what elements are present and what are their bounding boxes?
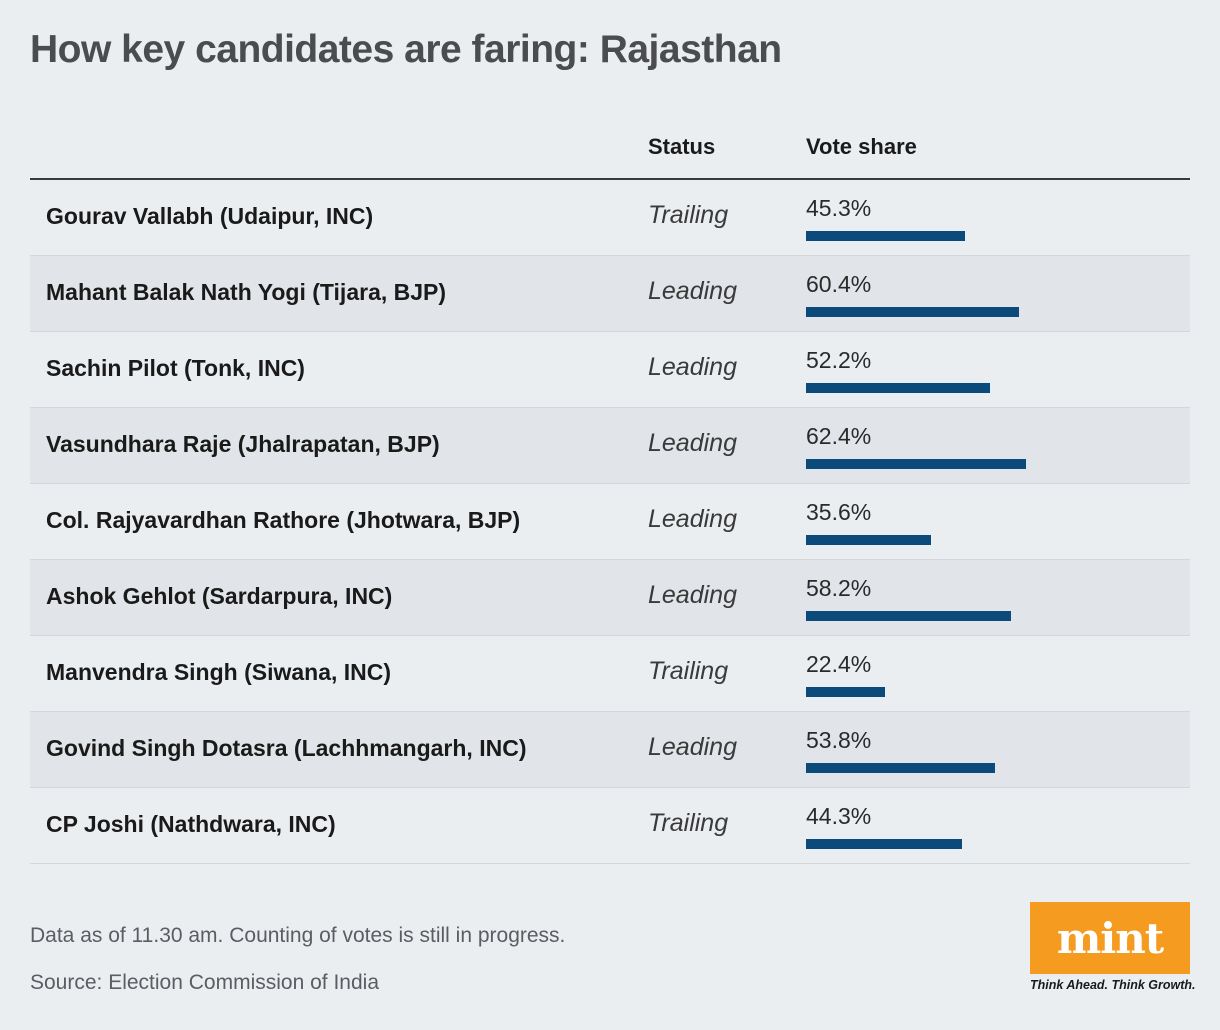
candidate-status: Trailing — [648, 201, 729, 229]
vote-share-bar — [806, 383, 990, 393]
candidate-name: Gourav Vallabh (Udaipur, INC) — [46, 203, 374, 229]
candidate-status: Trailing — [648, 657, 729, 685]
table-row: Col. Rajyavardhan Rathore (Jhotwara, BJP… — [30, 484, 1190, 560]
candidate-name: Col. Rajyavardhan Rathore (Jhotwara, BJP… — [46, 507, 521, 533]
vote-share-label: 44.3% — [806, 803, 872, 829]
source-note: Source: Election Commission of India — [30, 971, 379, 994]
vote-share-bar — [806, 231, 966, 241]
candidate-name: Govind Singh Dotasra (Lachhmangarh, INC) — [46, 735, 527, 761]
mint-logo: mint — [1030, 902, 1190, 974]
table-row: Manvendra Singh (Siwana, INC) Trailing 22.… — [30, 636, 1190, 712]
candidate-name: Mahant Balak Nath Yogi (Tijara, BJP) — [46, 279, 447, 305]
candidate-name: CP Joshi (Nathdwara, INC) — [46, 811, 336, 837]
candidate-status: Leading — [648, 353, 737, 381]
vote-share-label: 58.2% — [806, 575, 872, 601]
vote-share-bar — [806, 763, 996, 773]
table-header: Status Vote share — [30, 116, 1190, 180]
vote-share-bar — [806, 839, 962, 849]
vote-share-column-header: Vote share — [806, 134, 917, 159]
vote-share-bar — [806, 307, 1019, 317]
candidate-status: Leading — [648, 429, 737, 457]
vote-share-bar — [806, 459, 1026, 469]
logo-text: mint — [1056, 913, 1164, 963]
vote-share-label: 35.6% — [806, 499, 872, 525]
table-row: Mahant Balak Nath Yogi (Tijara, BJP) Lead… — [30, 256, 1190, 332]
logo-tagline: Think Ahead. Think Growth. — [1030, 978, 1196, 992]
candidate-status: Leading — [648, 733, 737, 761]
candidates-table: Status Vote share Gourav Vallabh (Udaipu… — [30, 116, 1190, 864]
candidate-status: Trailing — [648, 809, 729, 837]
candidate-status: Leading — [648, 277, 737, 305]
footnote: Data as of 11.30 am. Counting of votes i… — [30, 924, 566, 947]
vote-share-label: 62.4% — [806, 423, 872, 449]
table-row: Ashok Gehlot (Sardarpura, INC) Leading 58.… — [30, 560, 1190, 636]
vote-share-label: 45.3% — [806, 195, 872, 221]
vote-share-bar — [806, 535, 932, 545]
table-row: CP Joshi (Nathdwara, INC) Trailing 44.3% — [30, 788, 1190, 864]
chart-title: How key candidates are faring: Rajasthan — [30, 28, 782, 71]
table-body: Gourav Vallabh (Udaipur, INC) Trailing 45.… — [30, 180, 1190, 864]
vote-share-bar — [806, 687, 885, 697]
table-row: Govind Singh Dotasra (Lachhmangarh, INC)… — [30, 712, 1190, 788]
candidate-status: Leading — [648, 505, 737, 533]
candidate-status: Leading — [648, 581, 737, 609]
candidate-name: Ashok Gehlot (Sardarpura, INC) — [46, 583, 393, 609]
candidate-name: Sachin Pilot (Tonk, INC) — [46, 355, 305, 381]
vote-share-bar — [806, 611, 1011, 621]
status-column-header: Status — [648, 134, 716, 159]
vote-share-label: 60.4% — [806, 271, 872, 297]
vote-share-label: 53.8% — [806, 727, 872, 753]
candidate-name: Vasundhara Raje (Jhalrapatan, BJP) — [46, 431, 440, 457]
vote-share-label: 52.2% — [806, 347, 872, 373]
table-row: Vasundhara Raje (Jhalrapatan, BJP) Leadin… — [30, 408, 1190, 484]
table-row: Gourav Vallabh (Udaipur, INC) Trailing 45.… — [30, 180, 1190, 256]
table-row: Sachin Pilot (Tonk, INC) Leading 52.2% — [30, 332, 1190, 408]
vote-share-label: 22.4% — [806, 651, 872, 677]
candidate-name: Manvendra Singh (Siwana, INC) — [46, 659, 392, 685]
